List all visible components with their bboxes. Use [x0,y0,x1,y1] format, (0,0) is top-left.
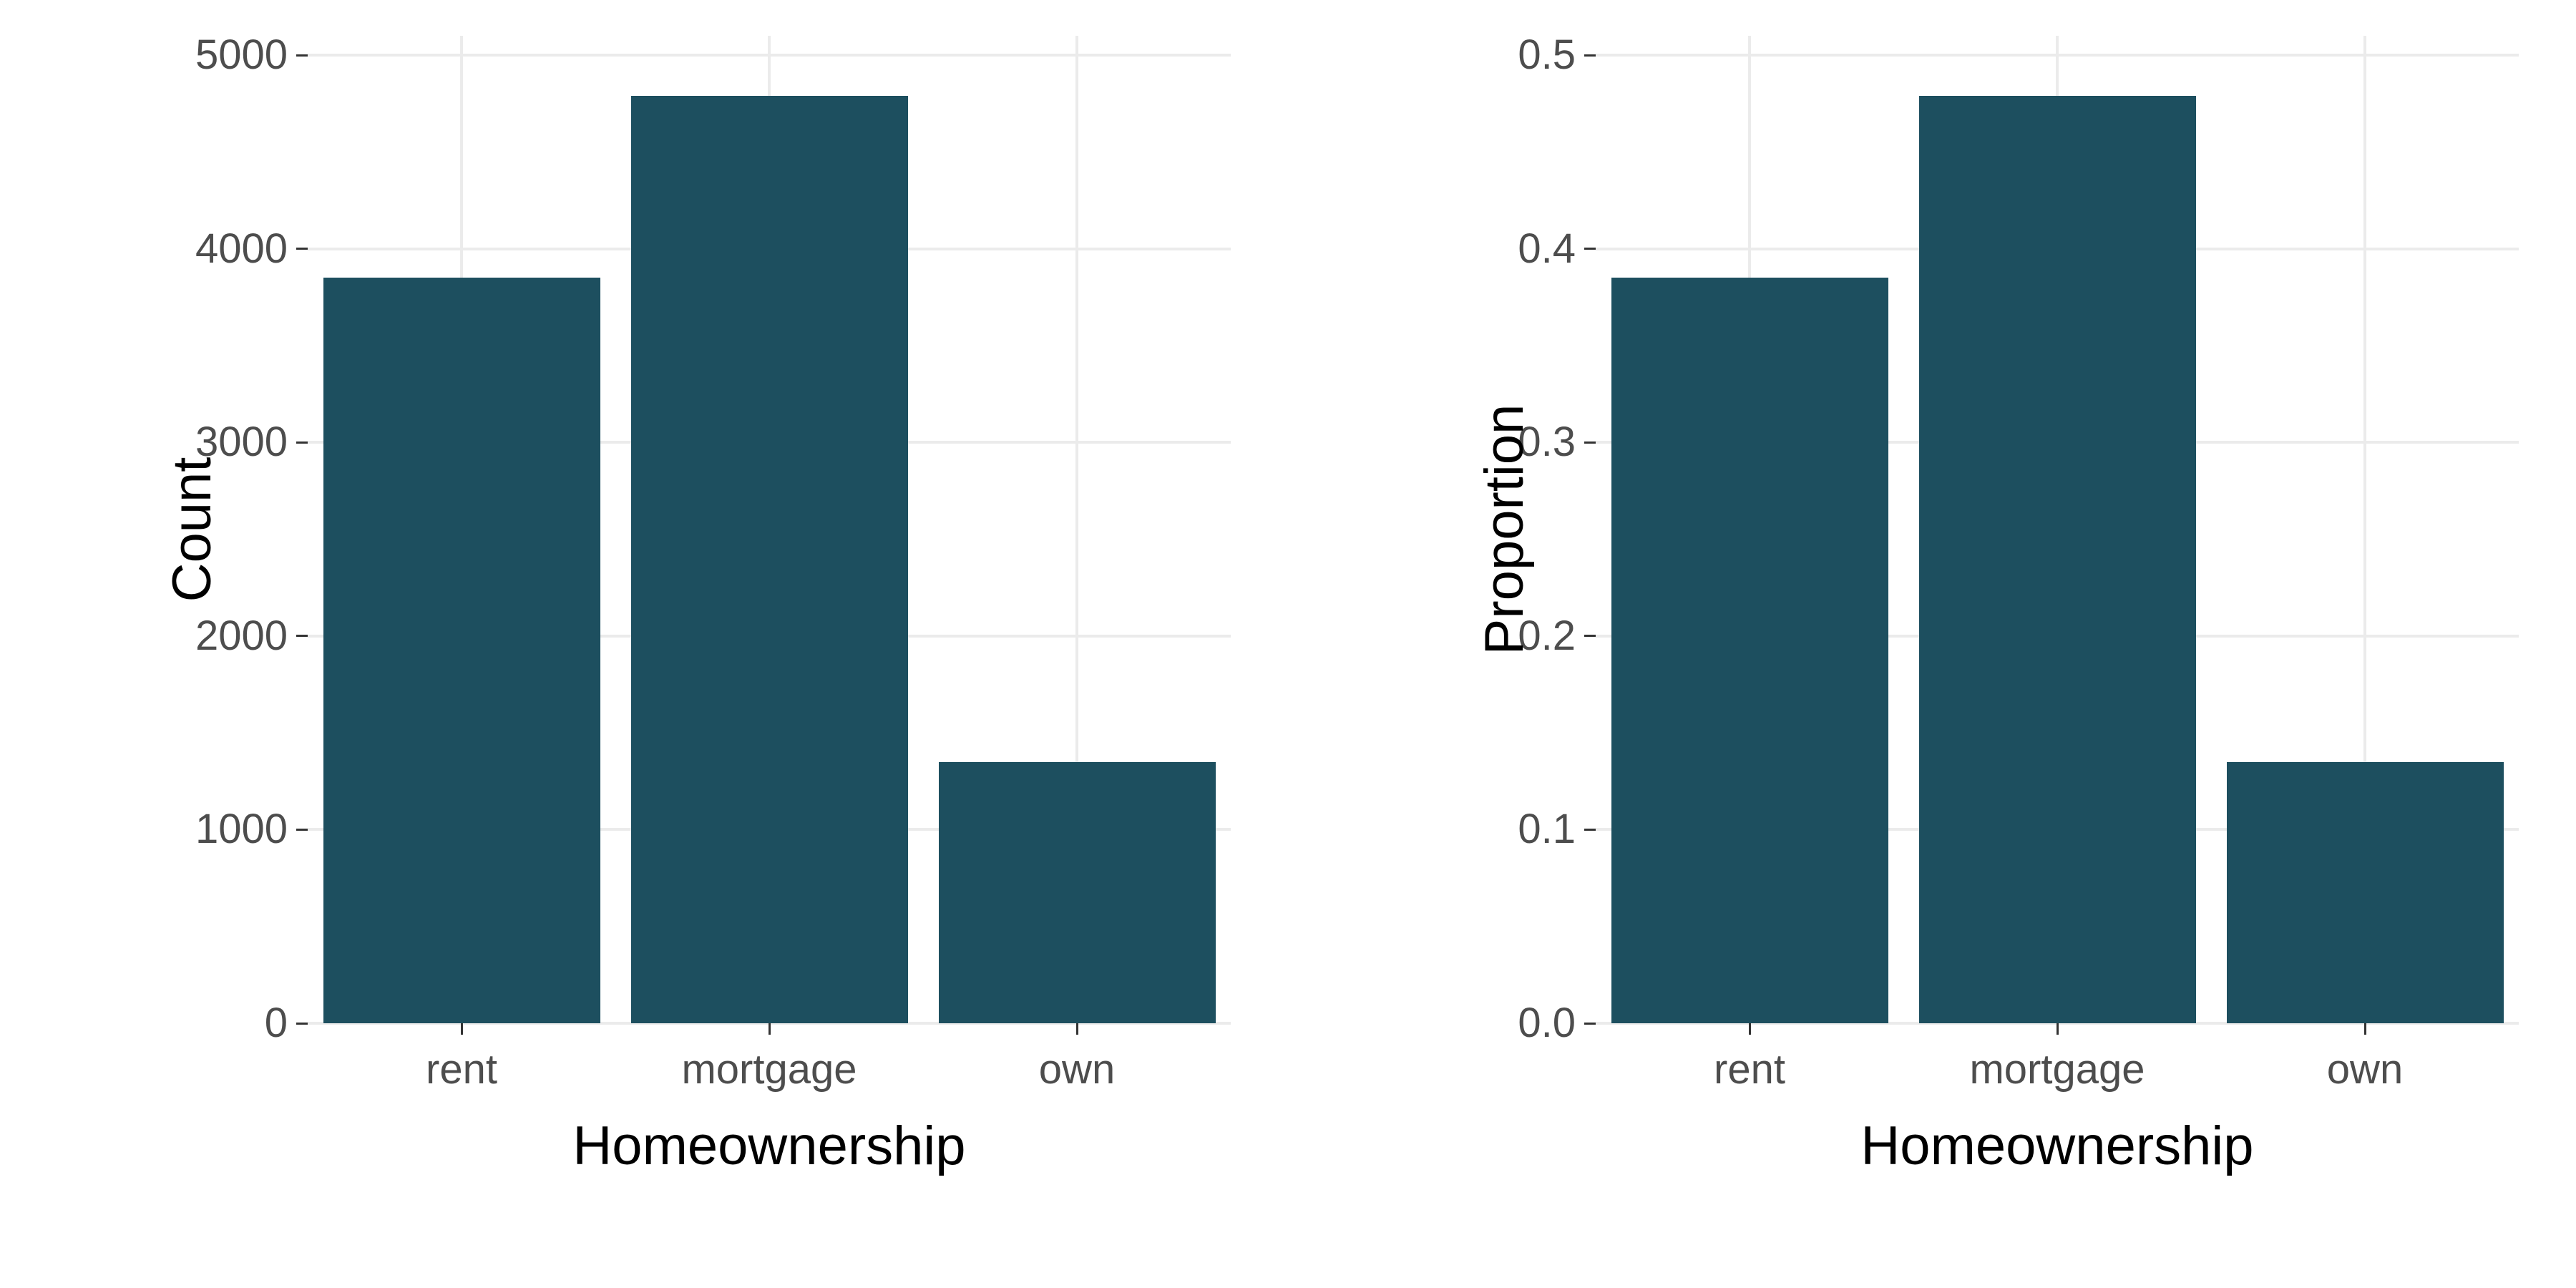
x-tick-label: rent [318,1049,605,1091]
y-tick-mark [1584,1023,1596,1025]
bar-mortgage [1919,96,2196,1023]
x-tick-label: own [2222,1049,2508,1091]
y-tick-mark [296,829,308,831]
y-tick-label: 5000 [195,34,288,76]
chart-panel-0: 010002000300040005000rentmortgageownHome… [0,0,1288,1288]
y-tick-label: 0.1 [1518,809,1576,850]
y-tick-label: 0.4 [1518,228,1576,270]
x-tick-mark [2364,1023,2366,1035]
bar-rent [323,278,600,1023]
bar-own [939,762,1216,1023]
bar-rent [1611,278,1888,1023]
gridline-horizontal [308,54,1231,57]
y-tick-mark [296,54,308,57]
y-tick-label: 0.5 [1518,34,1576,76]
bar-own [2227,762,2504,1023]
y-axis-title: Proportion [1478,315,1532,744]
y-tick-label: 0.0 [1518,1002,1576,1044]
x-axis-title: Homeownership [308,1119,1231,1174]
x-tick-mark [2057,1023,2059,1035]
y-tick-mark [1584,829,1596,831]
y-tick-mark [296,1023,308,1025]
plot-area [308,36,1231,1023]
x-tick-label: mortgage [1914,1049,2200,1091]
plot-area [1596,36,2519,1023]
y-tick-mark [296,248,308,250]
x-tick-mark [1749,1023,1751,1035]
y-tick-label: 1000 [195,809,288,850]
x-tick-label: mortgage [626,1049,912,1091]
x-tick-label: own [934,1049,1220,1091]
x-tick-label: rent [1606,1049,1893,1091]
y-tick-mark [1584,54,1596,57]
x-tick-mark [461,1023,463,1035]
y-tick-mark [296,635,308,637]
y-tick-mark [1584,441,1596,444]
y-tick-label: 4000 [195,228,288,270]
x-tick-mark [1076,1023,1078,1035]
y-axis-title: Count [165,315,220,744]
chart-panel-1: 0.00.10.20.30.40.5rentmortgageownHomeown… [1288,0,2576,1288]
bar-mortgage [631,96,908,1023]
y-tick-mark [296,441,308,444]
y-tick-mark [1584,635,1596,637]
x-tick-mark [769,1023,771,1035]
y-tick-mark [1584,248,1596,250]
gridline-horizontal [1596,54,2519,57]
x-axis-title: Homeownership [1596,1119,2519,1174]
y-tick-label: 0 [265,1002,288,1044]
